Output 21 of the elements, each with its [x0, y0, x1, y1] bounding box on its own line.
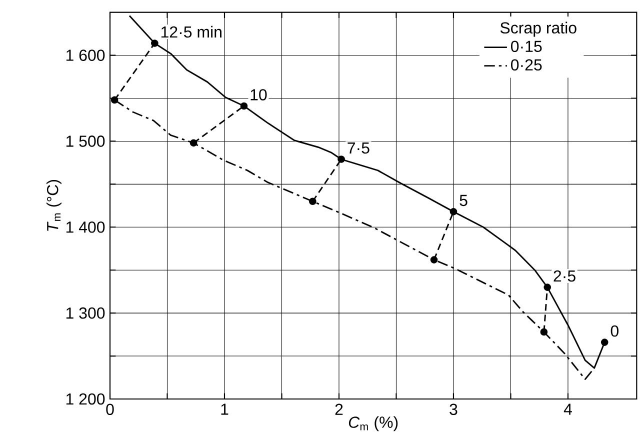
x-tick-label: 4	[564, 404, 572, 415]
y-tick-label: 1 300	[66, 307, 105, 319]
x-tick-label: 0	[106, 404, 114, 416]
annotation: 12·5 min	[161, 26, 222, 38]
x-tick-label: 3	[450, 404, 458, 416]
annotation: 10	[250, 89, 267, 100]
annotation: 5	[460, 194, 468, 206]
y-axis-title: T$_{m}$ (°C)	[46, 180, 62, 231]
y-tick-label: 1 200	[66, 393, 105, 405]
x-tick-label: 1	[221, 404, 228, 415]
annotation: 2·5	[554, 270, 576, 282]
y-tick-label: 1 600	[66, 50, 105, 61]
y-tick-label: 1 400	[66, 221, 105, 233]
annotation: 0	[610, 325, 618, 337]
legend-title: Scrap ratio	[500, 22, 576, 37]
x-axis-title: C$_{m}$ (%)	[348, 416, 398, 432]
legend-label: 0·15	[510, 40, 542, 52]
annotation: 7·5	[348, 142, 370, 154]
legend-label: 0·25	[510, 59, 542, 71]
x-tick-label: 2	[335, 404, 343, 415]
y-tick-label: 1 500	[66, 136, 105, 147]
